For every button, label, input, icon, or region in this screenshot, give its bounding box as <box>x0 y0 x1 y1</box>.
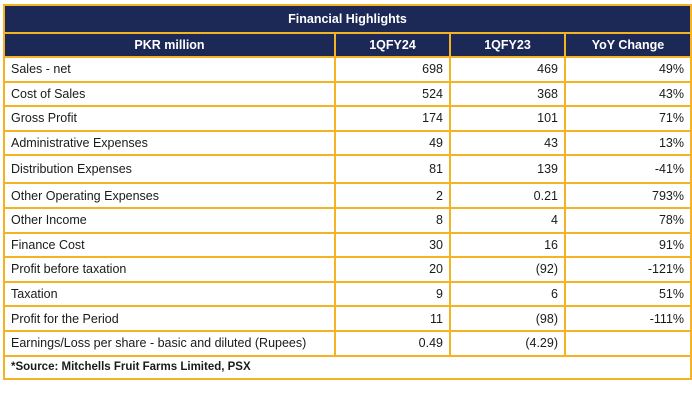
row-label: Sales - net <box>3 56 336 83</box>
cell-1qfy23: 43 <box>449 129 566 157</box>
row-label: Distribution Expenses <box>3 154 336 185</box>
cell-1qfy23: 101 <box>449 105 566 132</box>
table-title-row: Financial Highlights <box>2 4 692 34</box>
cell-yoy-change <box>563 329 692 357</box>
cell-1qfy23: 469 <box>449 56 566 83</box>
cell-1qfy23: 4 <box>449 206 566 234</box>
cell-yoy-change: 49% <box>563 56 692 83</box>
cell-1qfy23: (92) <box>449 256 566 283</box>
row-label: Cost of Sales <box>3 80 336 108</box>
table-row: Other Income 8 4 78% <box>3 206 692 234</box>
column-header-yoy-change: YoY Change <box>563 32 692 58</box>
cell-1qfy24: 174 <box>334 105 451 132</box>
table-row: Taxation 9 6 51% <box>3 280 692 308</box>
cell-1qfy23: 16 <box>449 231 566 259</box>
row-label: Other Income <box>3 206 336 234</box>
cell-1qfy24: 49 <box>334 129 451 157</box>
cell-1qfy24: 11 <box>334 305 451 332</box>
source-row: *Source: Mitchells Fruit Farms Limited, … <box>2 354 692 380</box>
table-row: Gross Profit 174 101 71% <box>3 105 692 132</box>
row-label: Gross Profit <box>3 105 336 132</box>
table-row: Other Operating Expenses 2 0.21 793% <box>3 182 692 209</box>
cell-yoy-change: 13% <box>563 129 692 157</box>
cell-1qfy24: 20 <box>334 256 451 283</box>
table-header-row: PKR million 1QFY24 1QFY23 YoY Change <box>3 32 692 58</box>
row-label: Other Operating Expenses <box>3 182 336 209</box>
column-header-1qfy23: 1QFY23 <box>449 32 566 58</box>
table-row: Profit before taxation 20 (92) -121% <box>3 256 692 283</box>
cell-1qfy24: 81 <box>334 154 451 185</box>
cell-1qfy24: 9 <box>334 280 451 308</box>
cell-1qfy24: 2 <box>334 182 451 209</box>
table-row: Cost of Sales 524 368 43% <box>3 80 692 108</box>
row-label: Administrative Expenses <box>3 129 336 157</box>
cell-yoy-change: 43% <box>563 80 692 108</box>
cell-1qfy23: (98) <box>449 305 566 332</box>
row-label: Finance Cost <box>3 231 336 259</box>
cell-1qfy23: 139 <box>449 154 566 185</box>
cell-1qfy23: 368 <box>449 80 566 108</box>
cell-1qfy24: 30 <box>334 231 451 259</box>
cell-1qfy23: (4.29) <box>449 329 566 357</box>
financial-highlights-table: Financial Highlights PKR million 1QFY24 … <box>2 4 692 380</box>
cell-1qfy23: 6 <box>449 280 566 308</box>
source-note: *Source: Mitchells Fruit Farms Limited, … <box>2 354 692 380</box>
row-label: Earnings/Loss per share - basic and dilu… <box>3 329 336 357</box>
column-header-1qfy24: 1QFY24 <box>334 32 451 58</box>
cell-1qfy23: 0.21 <box>449 182 566 209</box>
cell-1qfy24: 8 <box>334 206 451 234</box>
column-header-label: PKR million <box>3 32 336 58</box>
financial-highlights-table-wrapper: Financial Highlights PKR million 1QFY24 … <box>2 4 692 380</box>
table-title: Financial Highlights <box>2 4 692 34</box>
table-row: Earnings/Loss per share - basic and dilu… <box>3 329 692 357</box>
cell-1qfy24: 0.49 <box>334 329 451 357</box>
cell-yoy-change: -41% <box>563 154 692 185</box>
table-row: Profit for the Period 11 (98) -111% <box>3 305 692 332</box>
row-label: Profit before taxation <box>3 256 336 283</box>
table-row: Sales - net 698 469 49% <box>3 56 692 83</box>
cell-yoy-change: 91% <box>563 231 692 259</box>
cell-yoy-change: 71% <box>563 105 692 132</box>
row-label: Profit for the Period <box>3 305 336 332</box>
cell-1qfy24: 698 <box>334 56 451 83</box>
cell-1qfy24: 524 <box>334 80 451 108</box>
row-label: Taxation <box>3 280 336 308</box>
table-row: Administrative Expenses 49 43 13% <box>3 129 692 157</box>
cell-yoy-change: -121% <box>563 256 692 283</box>
table-row: Finance Cost 30 16 91% <box>3 231 692 259</box>
cell-yoy-change: 793% <box>563 182 692 209</box>
table-row: Distribution Expenses 81 139 -41% <box>3 154 692 185</box>
cell-yoy-change: -111% <box>563 305 692 332</box>
cell-yoy-change: 51% <box>563 280 692 308</box>
cell-yoy-change: 78% <box>563 206 692 234</box>
